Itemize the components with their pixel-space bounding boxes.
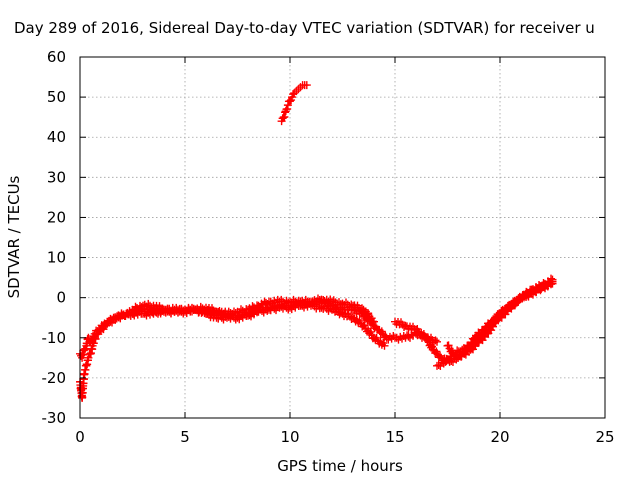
data-point-interp [389,331,398,340]
y-tick-label: 10 [47,249,66,267]
data-point-interp [270,296,279,305]
chart-title: Day 289 of 2016, Sidereal Day-to-day VTE… [14,19,595,37]
data-point [80,345,89,354]
data-point-interp [174,305,182,314]
data-point-interp [161,305,170,314]
data-point-interp [282,296,291,305]
data-point-interp [144,308,153,317]
x-tick-label: 0 [75,428,85,446]
data-point-interp [140,300,149,309]
grid [80,57,605,418]
data-point-interp [489,322,497,331]
data-point-interp [289,295,298,304]
data-point-interp [270,304,279,313]
y-tick-label: 30 [47,168,66,186]
data-point-interp [177,304,186,313]
data-point-interp [144,299,153,308]
series-arc-4 [277,81,311,126]
data-point-interp [184,303,193,312]
y-axis-label: SDTVAR / TECUs [5,175,23,298]
data-point-interp [279,297,287,306]
data-point [380,341,389,350]
y-tick-label: -20 [42,369,67,387]
data-point-interp [266,297,275,306]
data-point-interp [165,304,174,313]
data-point-interp [277,295,286,304]
data-point-interp [301,295,310,304]
data-point-interp [140,309,149,318]
axes: 0 5 10 15 20 25 -30 -20 -10 0 10 20 30 40 50 60 [42,48,615,446]
x-tick-label: 15 [385,428,404,446]
y-tick-label: 20 [47,208,66,226]
data-point [283,101,292,110]
data-point [296,297,305,306]
data-point [433,337,441,346]
y-tick-label: 50 [47,88,66,106]
x-axis-label: GPS time / hours [277,457,403,475]
data-point-interp [238,306,247,315]
y-tick-label: -30 [42,409,67,427]
data-point-interp [396,332,405,341]
y-tick-label: 0 [56,289,66,307]
data-point [338,299,347,308]
data-point-interp [431,336,440,345]
data-point [139,301,147,310]
plot-frame [79,56,606,419]
data-points [76,81,557,402]
data-point-interp [473,338,482,347]
x-tick-label: 5 [180,428,190,446]
data-point [317,303,326,312]
data-point [370,317,378,326]
data-point-interp [546,279,555,288]
data-point-interp [298,296,307,305]
data-point-interp [439,359,448,368]
series-arc-3 [128,294,378,326]
data-point [84,353,93,362]
data-point-interp [497,313,506,322]
y-tick-label: 40 [47,128,66,146]
data-point [548,277,557,286]
x-tick-label: 10 [280,428,299,446]
series-arc-7 [443,277,557,362]
data-point-interp [314,294,322,303]
data-point-interp [392,333,401,342]
data-point-interp [278,114,287,123]
data-point [286,97,294,106]
data-point [302,81,311,90]
x-tick-label: 20 [490,428,509,446]
y-tick-label: -10 [42,329,67,347]
data-point-interp [487,326,496,335]
y-tick-label: 60 [47,48,66,66]
data-point-interp [94,330,103,339]
data-point-interp [172,303,181,312]
x-tick-label: 25 [595,428,614,446]
